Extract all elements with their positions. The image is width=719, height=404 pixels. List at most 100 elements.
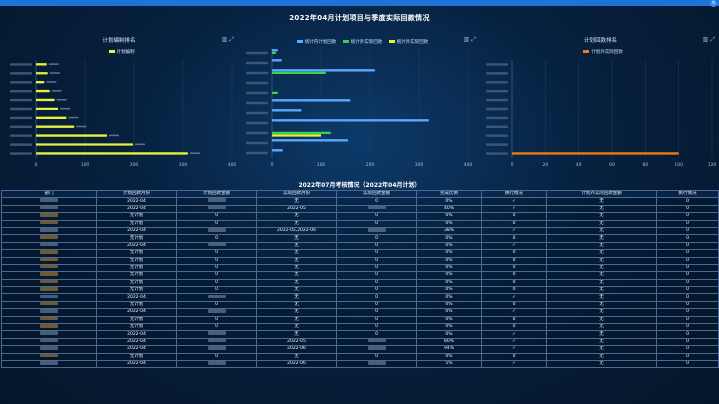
table-header-row: 部门 计划回款月份 计划回款金额 实际回款月份 实际回款金额 完成比例 执行情况 计划外实际回… (1, 189, 719, 199)
expand-icon[interactable]: ⤢ (710, 36, 715, 43)
expand-icon[interactable]: ⤢ (229, 36, 234, 43)
table-cell (1, 293, 97, 302)
table-header-7: 计划外实际回款金额 (546, 189, 657, 199)
table-cell: 无 (256, 315, 337, 325)
table-cell: ✓ (481, 226, 547, 236)
category-label (486, 107, 508, 111)
table-cell: 无 (546, 352, 657, 362)
table-cell: 0 (656, 345, 719, 354)
redacted-value (207, 339, 226, 343)
table-cell (1, 197, 97, 206)
expand-icon[interactable]: ⤢ (471, 36, 476, 43)
table-cell: 0% (416, 278, 482, 288)
category-label (10, 152, 32, 155)
table-cell: 0 (336, 293, 417, 302)
legend-label: 统计内计划回款 (304, 40, 337, 45)
table-cell: 0 (481, 300, 547, 310)
redacted-value (367, 228, 386, 232)
data-label (135, 143, 146, 146)
data-label (56, 98, 67, 101)
table-cell: 0 (336, 286, 417, 295)
table-cell: ✓ (481, 197, 547, 206)
redacted-value (207, 346, 226, 350)
table-cell: 无 (256, 263, 337, 273)
bar (272, 109, 302, 112)
table-cell: ✓ (481, 308, 547, 317)
redacted-value (367, 346, 386, 350)
table-cell: 0 (481, 286, 547, 295)
table-row: 无计划 0 无 0 0% 0 无 0 (1, 263, 719, 273)
top-bar (0, 0, 719, 6)
close-icon[interactable]: × (710, 0, 717, 7)
table-cell: 0 (481, 263, 547, 273)
chart-tools[interactable]: ▥ ⤢ (703, 36, 715, 44)
data-label (51, 90, 62, 92)
redacted-value (207, 228, 226, 232)
table-cell: 0 (336, 352, 417, 362)
table-cell: 0 (656, 197, 719, 206)
table-cell: 0 (176, 271, 257, 280)
bar-chart-icon[interactable]: ▥ (221, 36, 228, 43)
x-tick-label: 100 (317, 162, 326, 168)
table-header-8: 执行情况 (656, 189, 719, 199)
table-cell: 0 (336, 219, 417, 228)
x-tick-label: 120 (708, 162, 717, 168)
table-cell: 0 (336, 212, 417, 221)
table-cell: 0 (656, 249, 719, 258)
table-cell: 2022-04 (96, 308, 177, 317)
table-cell: 无计划 (96, 256, 177, 265)
table-cell (1, 271, 97, 280)
table-cell: 无计划 (96, 352, 177, 362)
table-body: 2022-04 无 0 0% ✓ 无 0 2022-04 2022-05 40% ✓ 无 0 无计划 0 无 0… (1, 197, 719, 369)
category-label (10, 134, 32, 137)
category-label (486, 72, 508, 75)
category-label (486, 125, 508, 129)
table-cell: 无 (256, 212, 337, 221)
x-tick-label: 200 (366, 162, 375, 168)
table-cell: 无 (546, 263, 657, 273)
bar (36, 152, 188, 155)
redacted-value (207, 361, 226, 365)
bar-chart-icon[interactable]: ▥ (702, 36, 709, 43)
table-cell: 0 (656, 263, 719, 273)
x-tick-label: 200 (130, 162, 139, 168)
plan-ranking-panel: 计划编制排名 ▥ ⤢ 计划编制 0 100 200 300 400 (0, 32, 238, 172)
legend-label: 统计外实际回款 (396, 40, 429, 45)
bar (36, 98, 55, 102)
table-cell: 0% (416, 352, 482, 362)
table-cell: 无计划 (96, 315, 177, 325)
table-row: 2022-04 无 0 0% ✓ 无 0 (1, 330, 719, 339)
table-cell: 0 (656, 278, 719, 288)
bar (36, 107, 59, 111)
table-cell (1, 212, 97, 221)
category-label (246, 141, 268, 145)
category-label (486, 63, 508, 66)
redacted-value (367, 339, 386, 343)
chart-tools[interactable]: ▥ ⤢ (464, 36, 476, 44)
table-cell (176, 204, 257, 214)
table-cell (1, 352, 97, 362)
x-tick-label: 100 (674, 162, 683, 168)
bar-chart-icon[interactable]: ▥ (463, 36, 470, 43)
table-cell: 0 (656, 219, 719, 228)
category-label (10, 81, 32, 84)
table-cell: 0 (336, 263, 417, 273)
category-label (10, 63, 32, 66)
legend-swatch (108, 50, 115, 53)
data-label (189, 152, 200, 155)
chart-tools[interactable]: ▥ ⤢ (222, 36, 234, 44)
plan-ranking-chart: 0 100 200 300 400 (10, 60, 236, 168)
table-cell: 无 (546, 197, 657, 206)
table-cell: 无 (546, 359, 657, 369)
bar (272, 134, 321, 137)
table-cell: 无计划 (96, 249, 177, 258)
table-header-2: 计划回款金额 (176, 189, 257, 199)
table-cell: 无 (256, 197, 337, 206)
redacted-value (40, 272, 58, 276)
table-cell: 无计划 (96, 271, 177, 280)
bar (272, 69, 375, 72)
redacted-value (40, 258, 58, 262)
table-cell (1, 315, 97, 325)
redacted-value (40, 324, 58, 328)
bar (36, 116, 67, 119)
